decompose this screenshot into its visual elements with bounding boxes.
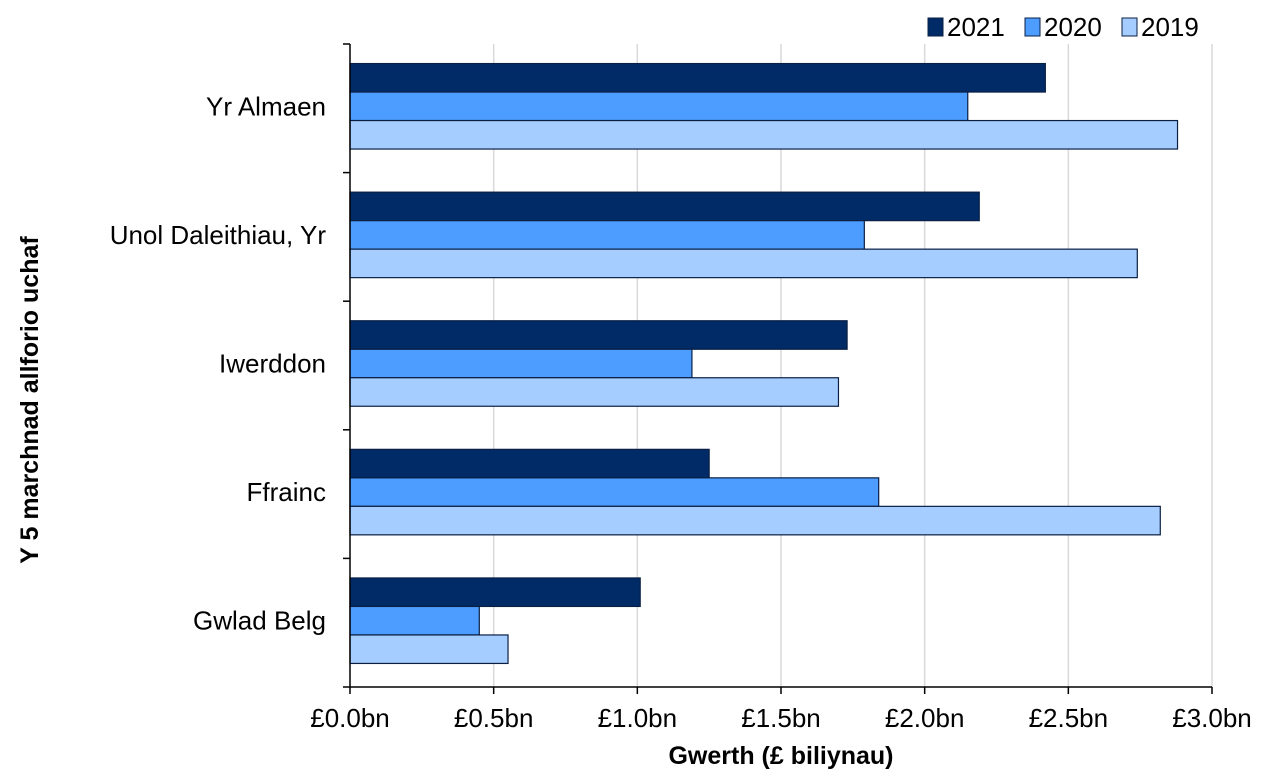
bar-2019-1 — [349, 248, 1138, 279]
category-label: Ffrainc — [247, 477, 326, 507]
bar-2021-4 — [349, 577, 641, 608]
bar-2019-3 — [349, 505, 1161, 536]
legend-swatch-2021 — [927, 17, 944, 37]
x-tick-label: £1.5bn — [741, 703, 821, 733]
y-axis-title: Y 5 marchnad allforio uchaf — [16, 236, 44, 564]
legend-swatch-2019 — [1121, 17, 1138, 37]
category-labels: Yr Almaen Unol Daleithiau, Yr Iwerddon Ffra… — [110, 91, 327, 635]
bar-2020-1 — [349, 220, 865, 250]
x-tick-label: £0.0bn — [310, 703, 390, 733]
x-tick-labels: £0.0bn £0.5bn £1.0bn £1.5bn £2.0bn £2.5bn £3.0… — [310, 703, 1252, 733]
category-label: Unol Daleithiau, Yr — [110, 220, 327, 250]
x-tick-label: £2.0bn — [885, 703, 965, 733]
x-axis-title: Gwerth (£ biliynau) — [668, 742, 893, 770]
bar-2019-4 — [349, 634, 509, 665]
bar-2021-1 — [349, 191, 980, 222]
category-label: Iwerddon — [219, 349, 326, 379]
bar-2019-0 — [349, 119, 1179, 150]
bar-2020-0 — [349, 91, 969, 122]
bar-2021-0 — [349, 62, 1046, 93]
bar-2020-2 — [349, 348, 693, 379]
category-label: Yr Almaen — [206, 91, 326, 121]
bar-2019-2 — [349, 377, 840, 407]
x-tick-label: £3.0bn — [1172, 703, 1252, 733]
legend-label-2020: 2020 — [1044, 12, 1102, 42]
bar-2020-4 — [349, 605, 480, 636]
legend-label-2021: 2021 — [947, 12, 1005, 42]
legend-label-2019: 2019 — [1141, 12, 1199, 42]
legend-swatch-2020 — [1024, 17, 1041, 37]
bars — [349, 62, 1179, 665]
category-label: Gwlad Belg — [193, 606, 326, 636]
legend: 2021 2020 2019 — [927, 12, 1199, 42]
bar-2021-2 — [349, 320, 848, 350]
x-tick-label: £2.5bn — [1029, 703, 1109, 733]
x-tick-label: £0.5bn — [454, 703, 534, 733]
bar-2020-3 — [349, 477, 880, 507]
bar-2021-3 — [349, 448, 710, 479]
x-tick-label: £1.0bn — [598, 703, 678, 733]
axes — [343, 43, 1213, 694]
